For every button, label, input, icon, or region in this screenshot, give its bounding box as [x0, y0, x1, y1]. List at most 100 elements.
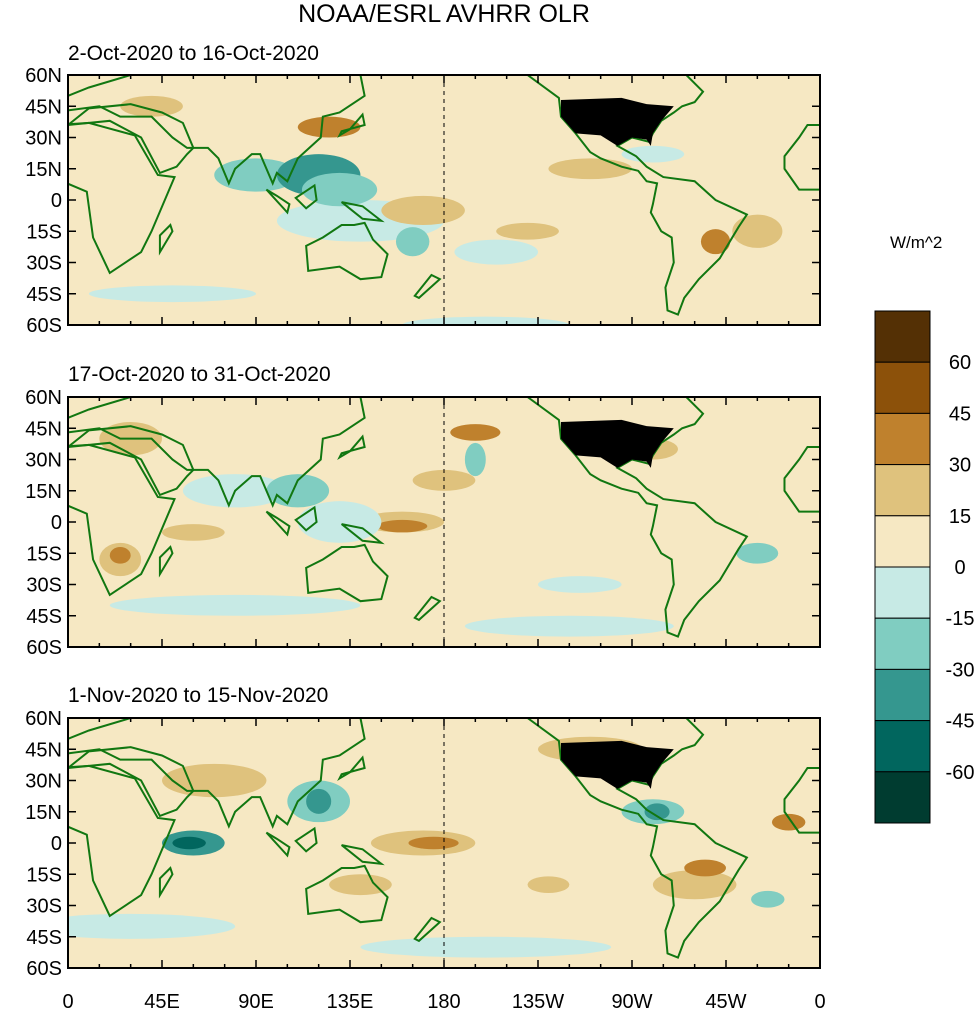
colorbar-swatch	[874, 361, 931, 414]
coastline	[783, 446, 820, 513]
lat-tick-label: 60S	[26, 637, 62, 659]
coastline	[158, 866, 174, 899]
lat-tick-label: 0	[51, 512, 62, 534]
coastline	[68, 397, 366, 508]
coastline	[413, 595, 442, 622]
anomaly-contour	[395, 227, 430, 257]
coastline	[305, 864, 389, 924]
anomaly-contour	[684, 859, 726, 877]
anomaly-contour	[736, 542, 779, 564]
lon-tick-label: 135W	[512, 991, 564, 1013]
colorbar-label: 15	[949, 506, 971, 528]
anomaly-contour	[751, 890, 785, 908]
colorbar: 60 45 30 15 0 -15 -30 -45 -60	[874, 310, 975, 824]
anomaly-contour	[771, 813, 806, 831]
coastline	[158, 223, 174, 256]
colorbar-swatch	[874, 617, 931, 670]
lat-tick-label: 30N	[25, 771, 62, 793]
anomaly-contour	[496, 222, 559, 240]
lat-tick-label: 45S	[26, 606, 62, 628]
coastline	[265, 188, 291, 215]
lon-tick-label: 90W	[611, 991, 652, 1013]
coastline	[68, 75, 366, 186]
anomaly-contour	[297, 501, 382, 543]
lat-tick-label: 45N	[25, 418, 62, 440]
lat-tick-label: 30S	[26, 896, 62, 918]
coastline	[337, 112, 366, 139]
colorbar-label: -15	[946, 608, 975, 630]
figure-title: NOAA/ESRL AVHRR OLR	[298, 0, 590, 28]
colorbar-units: W/m^2	[890, 233, 943, 252]
lat-tick-label: 30N	[25, 128, 62, 150]
colorbar-swatch	[874, 412, 931, 466]
colorbar-swatch	[874, 515, 931, 568]
anomaly-contour	[68, 913, 236, 939]
coastline	[341, 201, 385, 223]
colorbar-label: 45	[949, 403, 971, 425]
coastline	[158, 545, 174, 578]
anomaly-contour	[464, 615, 674, 637]
lat-tick-label: 45N	[25, 96, 62, 118]
lat-tick-label: 60N	[25, 65, 62, 87]
lat-tick-label: 15S	[26, 864, 62, 886]
colorbar-swatch	[874, 566, 931, 619]
lat-tick-label: 0	[51, 833, 62, 855]
colorbar-label: -45	[946, 711, 975, 733]
anomaly-contour	[329, 874, 392, 896]
colorbar-label: 0	[954, 557, 965, 579]
anomaly-contour	[214, 158, 298, 192]
anomaly-contour	[464, 442, 486, 477]
colorbar-label: 30	[949, 455, 971, 477]
lat-tick-label: 60N	[25, 708, 62, 730]
usa-state-borders	[560, 740, 674, 789]
map-panel-3: 60N 45N 30N 15N 0 15S 30S 45S 60S	[25, 708, 821, 980]
lat-tick-label: 45S	[26, 927, 62, 949]
usa-state-borders	[560, 97, 674, 146]
anomaly-contour	[548, 158, 632, 180]
colorbar-swatch	[874, 464, 931, 517]
lat-tick-label: 15N	[25, 159, 62, 181]
colorbar-label: -60	[946, 762, 975, 784]
coastline	[265, 510, 291, 537]
lat-tick-label: 30S	[26, 575, 62, 597]
coastline	[68, 746, 195, 818]
coastline	[68, 718, 366, 829]
anomaly-contour	[68, 227, 152, 278]
lon-tick-label: 45W	[705, 991, 746, 1013]
coastline	[413, 273, 442, 300]
coastline	[413, 916, 442, 943]
anomaly-contour	[377, 519, 428, 533]
anomaly-contour	[454, 239, 538, 265]
anomaly-contour	[381, 195, 465, 226]
coastline	[341, 523, 385, 545]
anomaly-contour	[732, 214, 783, 248]
coastline	[337, 755, 366, 782]
lat-tick-label: 60S	[26, 958, 62, 980]
coastline	[68, 103, 195, 175]
anomaly-contour	[700, 229, 731, 255]
lat-tick-label: 15S	[26, 221, 62, 243]
colorbar-swatch	[874, 668, 931, 722]
coastline	[337, 434, 366, 461]
lon-tick-label: 90E	[238, 991, 274, 1013]
lat-tick-label: 60S	[26, 315, 62, 337]
lat-tick-label: 0	[51, 190, 62, 212]
anomaly-contour	[301, 172, 378, 207]
anomaly-contour	[360, 936, 612, 958]
anomaly-contour	[408, 836, 459, 850]
anomaly-contour	[306, 788, 332, 814]
anomaly-contour	[109, 547, 131, 564]
coastline	[305, 543, 389, 603]
lon-tick-label: 45E	[144, 991, 180, 1013]
coastline	[68, 425, 195, 497]
coastline	[305, 221, 389, 281]
coastline	[294, 505, 318, 532]
anomaly-contour	[644, 803, 670, 821]
coastline	[294, 183, 318, 210]
lat-tick-label: 30N	[25, 450, 62, 472]
anomaly-contour	[120, 95, 183, 117]
lon-tick-label: 0	[62, 991, 73, 1013]
anomaly-contour	[450, 424, 501, 441]
